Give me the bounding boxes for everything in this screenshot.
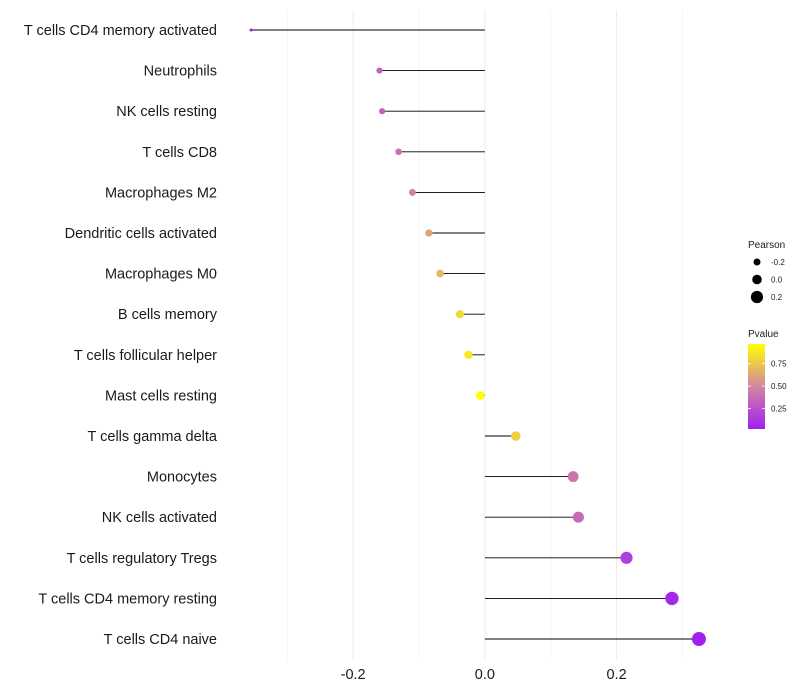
data-point [511,431,521,441]
legend-size-label: -0.2 [771,258,785,267]
legend-pvalue-label: 0.50 [771,382,787,391]
legend-pearson-title: Pearson [748,240,785,251]
category-label: T cells CD4 memory activated [24,23,217,39]
data-point [408,188,416,196]
data-point [436,269,444,278]
category-label: NK cells activated [102,510,217,526]
lollipop-points [249,28,706,646]
category-label: T cells gamma delta [88,429,218,445]
category-label: Monocytes [147,470,217,486]
data-point [691,632,706,646]
legend-pearson: Pearson -0.2 0.0 0.2 [748,240,785,304]
category-label: Mast cells resting [105,388,217,404]
category-labels: T cells CD4 memory activated Neutrophils N… [24,23,218,648]
data-point [475,391,485,400]
grid-lines [286,10,683,660]
legend-size-dot [752,274,762,285]
legend-pvalue-label: 0.25 [771,404,787,413]
x-tick-label: 0.2 [607,667,627,683]
x-tick-label: 0.0 [475,667,495,683]
legend-size-label: 0.2 [771,293,783,302]
category-label: Macrophages M0 [105,267,217,283]
data-point [249,28,253,32]
category-label: T cells CD4 memory resting [38,591,217,607]
legend-size-dot [750,290,764,304]
data-point [395,148,402,156]
data-point [567,471,579,483]
legend-pvalue-title: Pvalue [748,329,779,340]
category-label: Macrophages M2 [105,185,217,201]
lollipop-stems [251,29,699,640]
data-point [464,350,473,359]
category-label: NK cells resting [116,104,217,120]
x-tick-label: -0.2 [341,667,366,683]
category-label: T cells CD4 naive [104,632,217,648]
x-axis-ticks: -0.2 0.0 0.2 [341,667,627,683]
data-point [379,108,386,115]
legend-pvalue-colorbar [748,344,765,429]
legend-pvalue-label: 0.75 [771,360,787,369]
data-point [665,591,679,606]
category-label: T cells CD8 [142,145,217,161]
data-point [425,229,433,237]
data-point [572,511,584,523]
category-label: Dendritic cells activated [65,226,217,242]
category-label: T cells regulatory Tregs [67,551,217,567]
category-label: B cells memory [118,307,218,323]
legend-size-label: 0.0 [771,276,783,285]
category-label: T cells follicular helper [74,348,217,364]
category-label: Neutrophils [144,64,217,80]
data-point [376,67,383,74]
legend-size-dot [753,258,761,266]
data-point [620,551,633,564]
legend-pvalue: Pvalue 0.75 0.50 0.25 [748,329,787,429]
data-point [455,310,464,319]
